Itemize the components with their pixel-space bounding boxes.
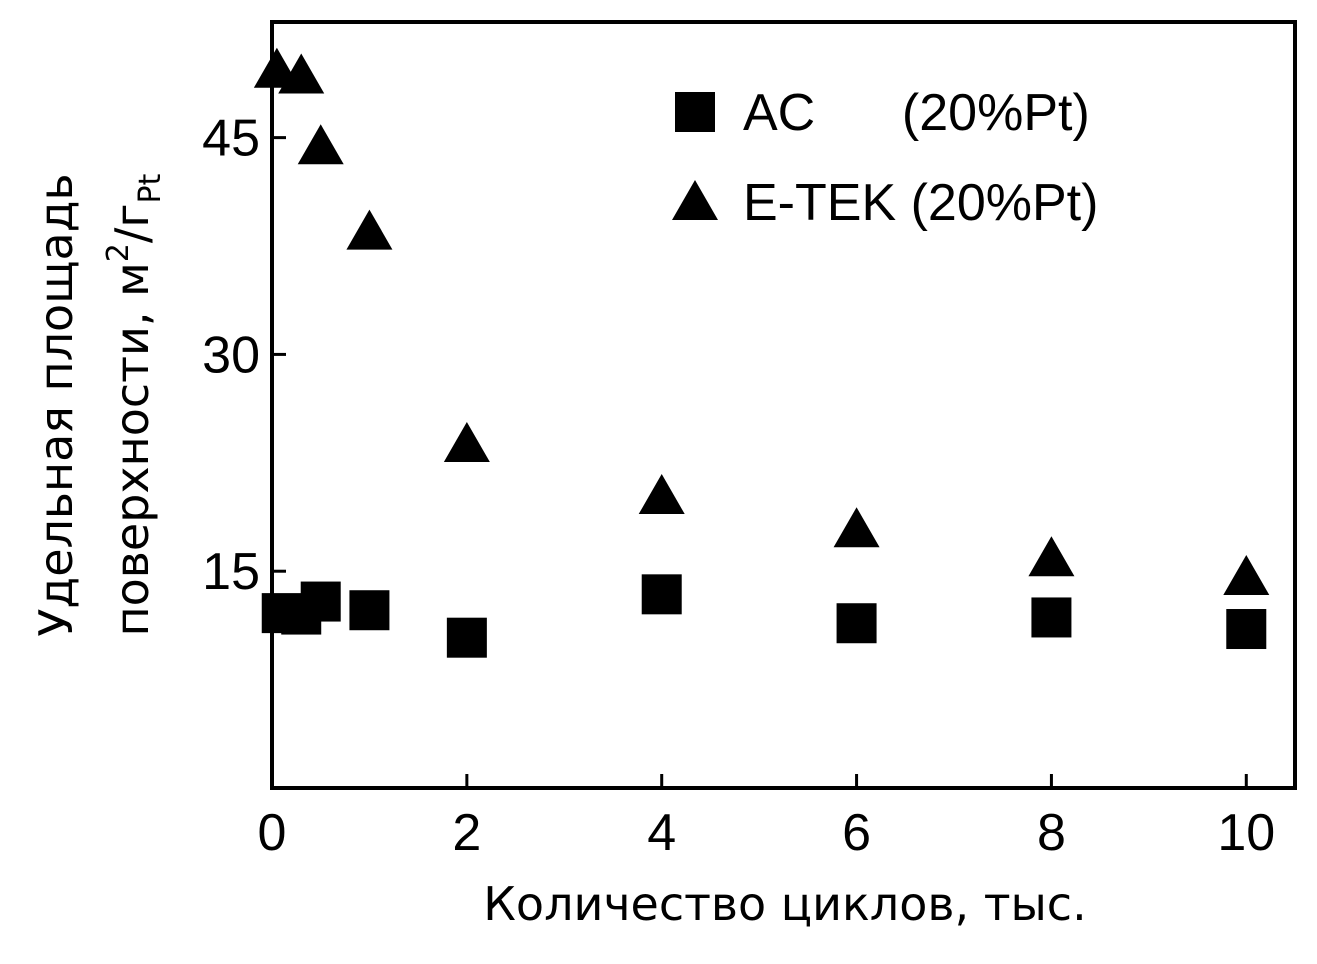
etek-point xyxy=(1223,554,1270,595)
etek-point xyxy=(1028,536,1075,577)
y-axis-ticks: 15 30 45 xyxy=(202,110,286,601)
x-tick-label: 8 xyxy=(1037,804,1066,862)
etek-point xyxy=(443,422,490,463)
legend-square-icon xyxy=(675,92,715,132)
x-tick-label: 2 xyxy=(452,804,481,862)
y-tick-label: 15 xyxy=(202,543,260,601)
legend-triangle-icon xyxy=(672,180,718,220)
x-axis-title: Количество циклов, тыс. xyxy=(483,877,1086,931)
plot-frame xyxy=(270,20,1297,790)
legend: AC (20%Pt) E-TEK (20%Pt) xyxy=(672,84,1098,232)
x-tick-label: 0 xyxy=(258,804,287,862)
y-axis-title: Удельная площадь поверхности, м2/гPt xyxy=(29,173,168,636)
etek-point xyxy=(346,209,393,250)
legend-label: E-TEK (20%Pt) xyxy=(743,174,1098,232)
y-axis-title-line1: Удельная площадь xyxy=(29,173,83,636)
ac-point xyxy=(300,581,341,622)
y-axis-title-mid: /г xyxy=(105,203,159,243)
ac-point xyxy=(1031,597,1072,638)
legend-label: AC (20%Pt) xyxy=(743,84,1090,142)
ac-point xyxy=(349,590,390,631)
etek-point xyxy=(297,124,344,165)
y-tick-label: 30 xyxy=(202,326,260,384)
etek-point xyxy=(638,474,685,515)
y-axis-title-sup: 2 xyxy=(101,243,136,262)
ac-point xyxy=(1226,609,1267,650)
y-axis-title-sub: Pt xyxy=(133,173,168,203)
ac-point xyxy=(641,574,682,615)
data-marks xyxy=(253,47,1270,658)
y-axis-title-line2: поверхности, м2/гPt xyxy=(101,173,168,636)
etek-point xyxy=(833,507,880,548)
ac-point xyxy=(836,603,877,644)
ac-point xyxy=(446,617,487,658)
x-tick-label: 4 xyxy=(647,804,676,862)
x-axis-ticks: 0 2 4 6 8 10 xyxy=(258,774,1275,862)
y-tick-label: 45 xyxy=(202,110,260,168)
x-tick-label: 10 xyxy=(1217,804,1275,862)
etek-point xyxy=(278,53,325,94)
y-axis-title-prefix: поверхности, м xyxy=(105,262,159,636)
x-tick-label: 6 xyxy=(842,804,871,862)
